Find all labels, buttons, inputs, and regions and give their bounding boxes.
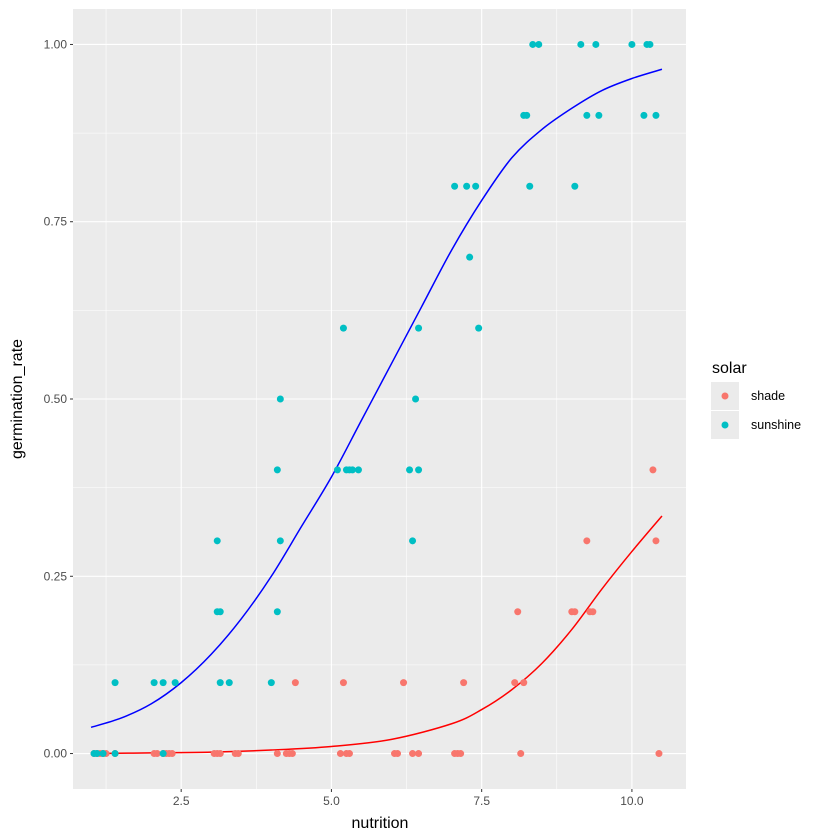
point-shade [288, 750, 296, 758]
point-shade [339, 679, 347, 687]
point-shade [291, 679, 299, 687]
point-shade [457, 750, 465, 758]
point-sunshine [216, 679, 224, 687]
point-sunshine [529, 40, 537, 48]
point-sunshine [409, 537, 417, 545]
point-shade [517, 750, 525, 758]
point-shade [409, 750, 417, 758]
legend: solar shade sunshine [711, 360, 801, 439]
point-sunshine [592, 40, 600, 48]
point-shade [583, 537, 591, 545]
point-shade [153, 750, 161, 758]
point-sunshine [571, 182, 579, 190]
point-sunshine [451, 182, 459, 190]
point-sunshine [171, 679, 179, 687]
point-shade [460, 679, 468, 687]
point-shade [520, 679, 528, 687]
y-tick-label: 1.00 [44, 37, 68, 51]
point-sunshine [213, 537, 221, 545]
y-axis-title: germination_rate [9, 339, 26, 459]
point-sunshine [472, 182, 480, 190]
point-sunshine [348, 466, 356, 474]
point-sunshine [595, 111, 603, 119]
fit-line-sunshine [90, 68, 663, 729]
point-sunshine [276, 537, 284, 545]
point-shade [655, 750, 663, 758]
x-tick-label: 7.5 [473, 794, 490, 808]
point-shade [589, 608, 597, 616]
point-sunshine [415, 324, 423, 332]
point-sunshine [406, 466, 414, 474]
point-shade [511, 679, 519, 687]
x-tick-label: 10.0 [620, 794, 644, 808]
point-sunshine [628, 40, 636, 48]
point-shade [571, 608, 579, 616]
grid-major [73, 9, 686, 789]
legend-label-sunshine: sunshine [751, 418, 801, 432]
y-tick-label: 0.00 [44, 747, 68, 761]
y-axis: 0.00 0.25 0.50 0.75 1.00 [44, 37, 73, 761]
point-sunshine [646, 40, 654, 48]
legend-title: solar [712, 360, 747, 377]
point-sunshine [111, 679, 119, 687]
point-sunshine [466, 253, 474, 261]
point-shade [273, 750, 281, 758]
point-sunshine [652, 111, 660, 119]
point-sunshine [577, 40, 585, 48]
point-sunshine [339, 324, 347, 332]
x-axis-title: nutrition [352, 815, 409, 832]
point-sunshine [216, 608, 224, 616]
points [90, 40, 663, 758]
legend-label-shade: shade [751, 389, 785, 403]
point-sunshine [111, 750, 119, 758]
point-shade [216, 750, 224, 758]
point-shade [514, 608, 522, 616]
point-sunshine [523, 111, 531, 119]
y-tick-label: 0.25 [44, 569, 68, 583]
point-sunshine [93, 750, 101, 758]
point-sunshine [535, 40, 543, 48]
point-shade [649, 466, 657, 474]
point-shade [415, 750, 423, 758]
x-tick-label: 2.5 [173, 794, 190, 808]
point-shade [652, 537, 660, 545]
point-shade [234, 750, 242, 758]
point-sunshine [159, 679, 167, 687]
point-sunshine [150, 679, 158, 687]
point-sunshine [99, 750, 107, 758]
point-sunshine [267, 679, 275, 687]
point-sunshine [475, 324, 483, 332]
point-sunshine [273, 466, 281, 474]
point-shade [394, 750, 402, 758]
legend-marker-sunshine [721, 421, 729, 429]
point-shade [336, 750, 344, 758]
y-tick-label: 0.50 [44, 392, 68, 406]
point-sunshine [276, 395, 284, 403]
point-sunshine [354, 466, 362, 474]
point-sunshine [526, 182, 534, 190]
point-sunshine [415, 466, 423, 474]
point-sunshine [583, 111, 591, 119]
legend-marker-shade [721, 392, 729, 400]
point-shade [400, 679, 408, 687]
point-sunshine [333, 466, 341, 474]
point-sunshine [273, 608, 281, 616]
point-sunshine [225, 679, 233, 687]
x-tick-label: 5.0 [323, 794, 340, 808]
y-tick-label: 0.75 [44, 215, 68, 229]
point-sunshine [640, 111, 648, 119]
point-sunshine [463, 182, 471, 190]
point-sunshine [412, 395, 420, 403]
point-sunshine [159, 750, 167, 758]
point-shade [168, 750, 176, 758]
x-axis: 2.5 5.0 7.5 10.0 [173, 789, 644, 808]
point-shade [345, 750, 353, 758]
